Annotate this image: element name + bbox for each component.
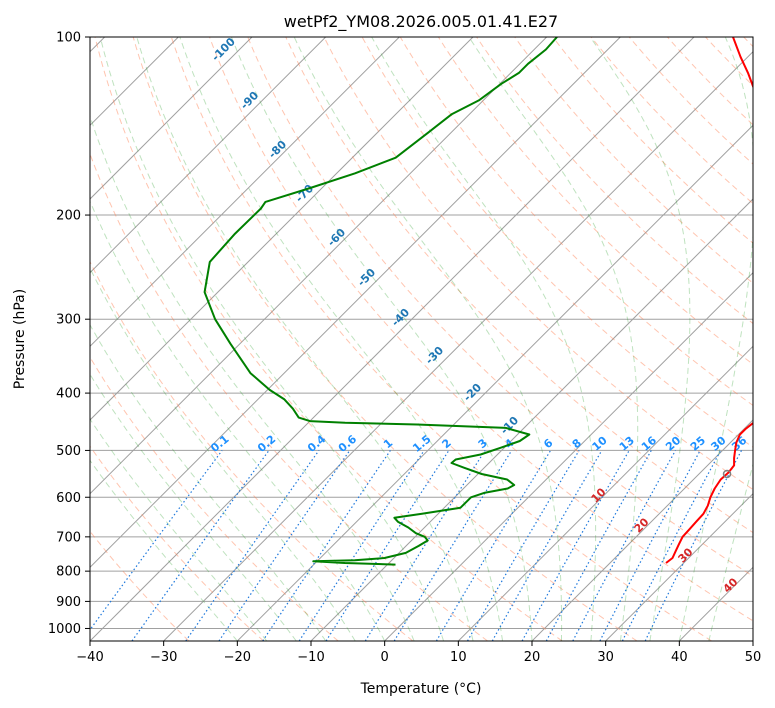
moist-adiabat-line [90, 418, 268, 641]
isotherm-line [90, 37, 548, 495]
mixing-ratio-line [435, 450, 552, 641]
x-tick-label: 0 [381, 650, 389, 665]
dry-adiabat-line [628, 37, 753, 165]
dry-adiabat-line [90, 445, 264, 641]
y-tick-label: 900 [56, 595, 81, 610]
x-tick-label: 40 [671, 650, 688, 665]
moist-adiabat-line [179, 37, 503, 641]
mixing-ratio-line [572, 450, 677, 641]
moist-adiabat-line [90, 200, 386, 641]
x-tick-label: 30 [597, 650, 614, 665]
temperature-line [665, 37, 753, 564]
profile-lines [203, 37, 753, 566]
isotherm-line [90, 37, 695, 641]
y-tick-label: 800 [56, 565, 81, 580]
y-tick-label: 100 [56, 31, 81, 46]
mixing-ratio-line [491, 450, 603, 641]
dry-adiabat-line [90, 260, 414, 641]
moist-adiabat-line [90, 114, 415, 641]
mixing-ratio-line [218, 450, 351, 641]
y-tick-label: 1000 [48, 622, 81, 637]
moist-adiabat-line [678, 37, 753, 641]
y-tick-label: 700 [56, 530, 81, 545]
isotherm-line [310, 198, 753, 641]
isotherm-line [90, 37, 327, 274]
x-axis-label: Temperature (°C) [360, 681, 482, 697]
y-tick-label: 300 [56, 313, 81, 328]
moist-adiabat-line [293, 37, 563, 641]
x-tick-label: −20 [224, 650, 251, 665]
mixing-ratio-line [545, 450, 652, 641]
plot-frame [89, 36, 754, 642]
dry-adiabat-line [170, 37, 712, 641]
plot-area [90, 37, 753, 641]
moist-adiabat-line [468, 37, 639, 641]
x-tick-label: 20 [524, 650, 541, 665]
mixing-ratio-line [393, 450, 513, 641]
x-tick-label: 50 [745, 650, 762, 665]
mixing-ratio-line [90, 450, 223, 631]
dewpoint-line [203, 37, 558, 566]
y-tick-label: 200 [56, 209, 81, 224]
dry-adiabat-line [247, 37, 753, 577]
dry-adiabat-line [476, 37, 753, 325]
mixing-ratio-line [466, 450, 580, 641]
moist-adiabat-line [136, 37, 474, 641]
isotherm-line [90, 37, 253, 200]
dry-adiabat-line [209, 37, 753, 622]
isotherm-line [90, 37, 474, 421]
moist-adiabat-line [90, 459, 238, 641]
y-tick-label: 500 [56, 444, 81, 459]
isotherm-line [605, 492, 753, 641]
parcel-marker [722, 469, 732, 479]
moist-adiabat-line [90, 373, 297, 641]
moist-adiabat-line [90, 323, 327, 641]
isotherm-line [90, 37, 621, 569]
y-axis-label: Pressure (hPa) [12, 289, 28, 389]
isotherm-line [90, 37, 400, 348]
mixing-ratio-line [325, 450, 450, 641]
x-tick-label: −40 [76, 650, 103, 665]
dry-adiabat-line [399, 37, 753, 407]
moist-adiabat-line [90, 267, 356, 641]
isotherm-line [163, 50, 753, 641]
dry-adiabat-line [361, 37, 753, 448]
dry-adiabat-line [94, 37, 563, 641]
moist-adiabat-line [230, 37, 533, 641]
isotherm-line [384, 271, 753, 641]
chart-title: wetPf2_YM08.2026.005.01.41.E27 [284, 12, 558, 32]
dry-adiabat-line [514, 37, 753, 284]
y-tick-label: 600 [56, 491, 81, 506]
axes: −40 −30 −20 −10 0 10 20 30 40 50 100 200 300 400 500 60… [48, 31, 761, 666]
moist-adiabat-line [708, 462, 753, 641]
isotherm-line [236, 124, 753, 641]
background-lines [90, 37, 753, 641]
dry-adiabat-line [132, 37, 638, 641]
x-tick-label: −10 [297, 650, 324, 665]
mixing-ratio-line [521, 450, 630, 641]
mixing-ratio-line [364, 450, 486, 641]
y-tick-label: 400 [56, 387, 81, 402]
moist-adiabat-line [589, 37, 691, 641]
moist-adiabat-line [371, 37, 597, 641]
x-tick-label: −30 [150, 650, 177, 665]
isotherm-line [457, 345, 753, 641]
mixing-ratio-line [131, 450, 270, 641]
dry-adiabat-line [590, 37, 753, 205]
x-tick-label: 10 [450, 650, 467, 665]
isotherm-line [531, 419, 753, 641]
dry-adiabat-line [323, 37, 753, 491]
